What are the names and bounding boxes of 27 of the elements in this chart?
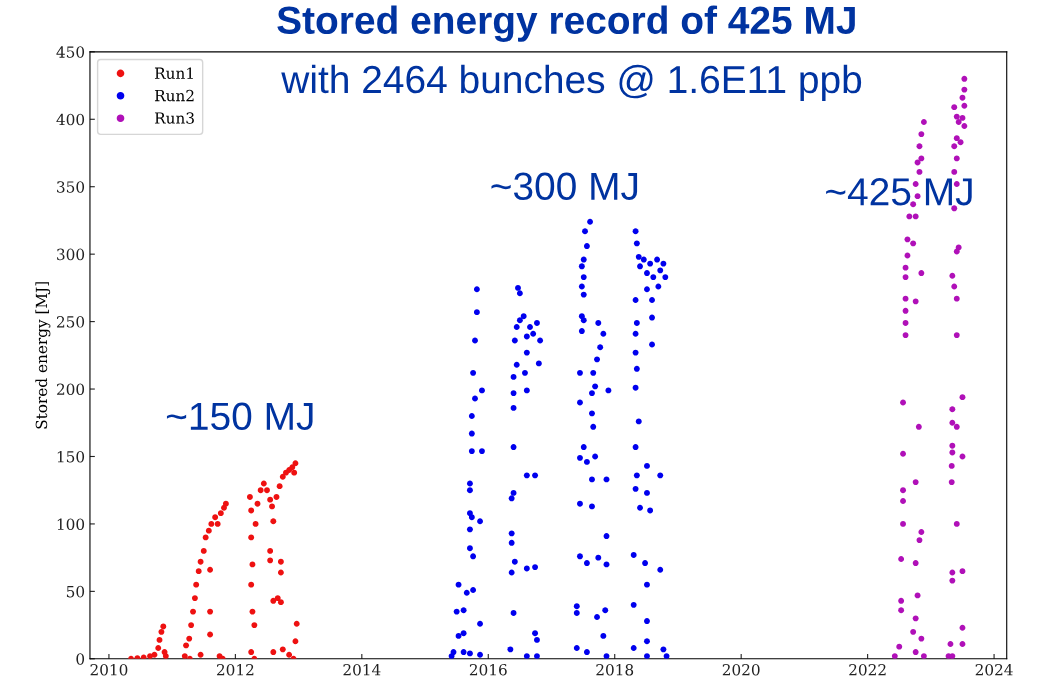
y-tick-label: 150	[57, 450, 85, 463]
y-tick-label: 200	[56, 383, 85, 396]
y-tick-label: 350	[57, 181, 85, 193]
x-tick-label: 2014	[343, 663, 381, 676]
x-tick-label: 2020	[722, 663, 760, 676]
y-tick-label: 50	[66, 585, 85, 598]
annotation: ~425 MJ	[826, 177, 972, 206]
y-tick-label: 0	[76, 653, 85, 665]
chart-subtitle: with 2464 bunches @ 1.6E11 ppb	[281, 64, 862, 102]
x-tick-label: 2016	[469, 663, 507, 676]
legend-label: Run3	[154, 112, 194, 124]
y-axis-title: Stored energy [MJ]	[35, 282, 51, 429]
x-tick-label: 2022	[849, 663, 886, 676]
x-tick-label: 2012	[216, 663, 254, 676]
annotation: ~150 MJ	[166, 402, 313, 431]
y-tick-label: 400	[56, 113, 85, 126]
y-tick-label: 250	[56, 316, 85, 328]
x-tick-label: 2010	[90, 663, 128, 676]
x-tick-label: 2018	[596, 663, 634, 676]
y-tick-label: 300	[57, 248, 85, 261]
x-tick-label: 2024	[975, 663, 1013, 676]
legend-label: Run1	[154, 67, 193, 79]
annotation: ~300 MJ	[491, 172, 638, 201]
legend-label: Run2	[154, 89, 194, 102]
y-tick-label: 100	[57, 518, 85, 530]
chart-title: Stored energy record of 425 MJ	[277, 5, 855, 42]
y-tick-label: 450	[56, 46, 85, 58]
